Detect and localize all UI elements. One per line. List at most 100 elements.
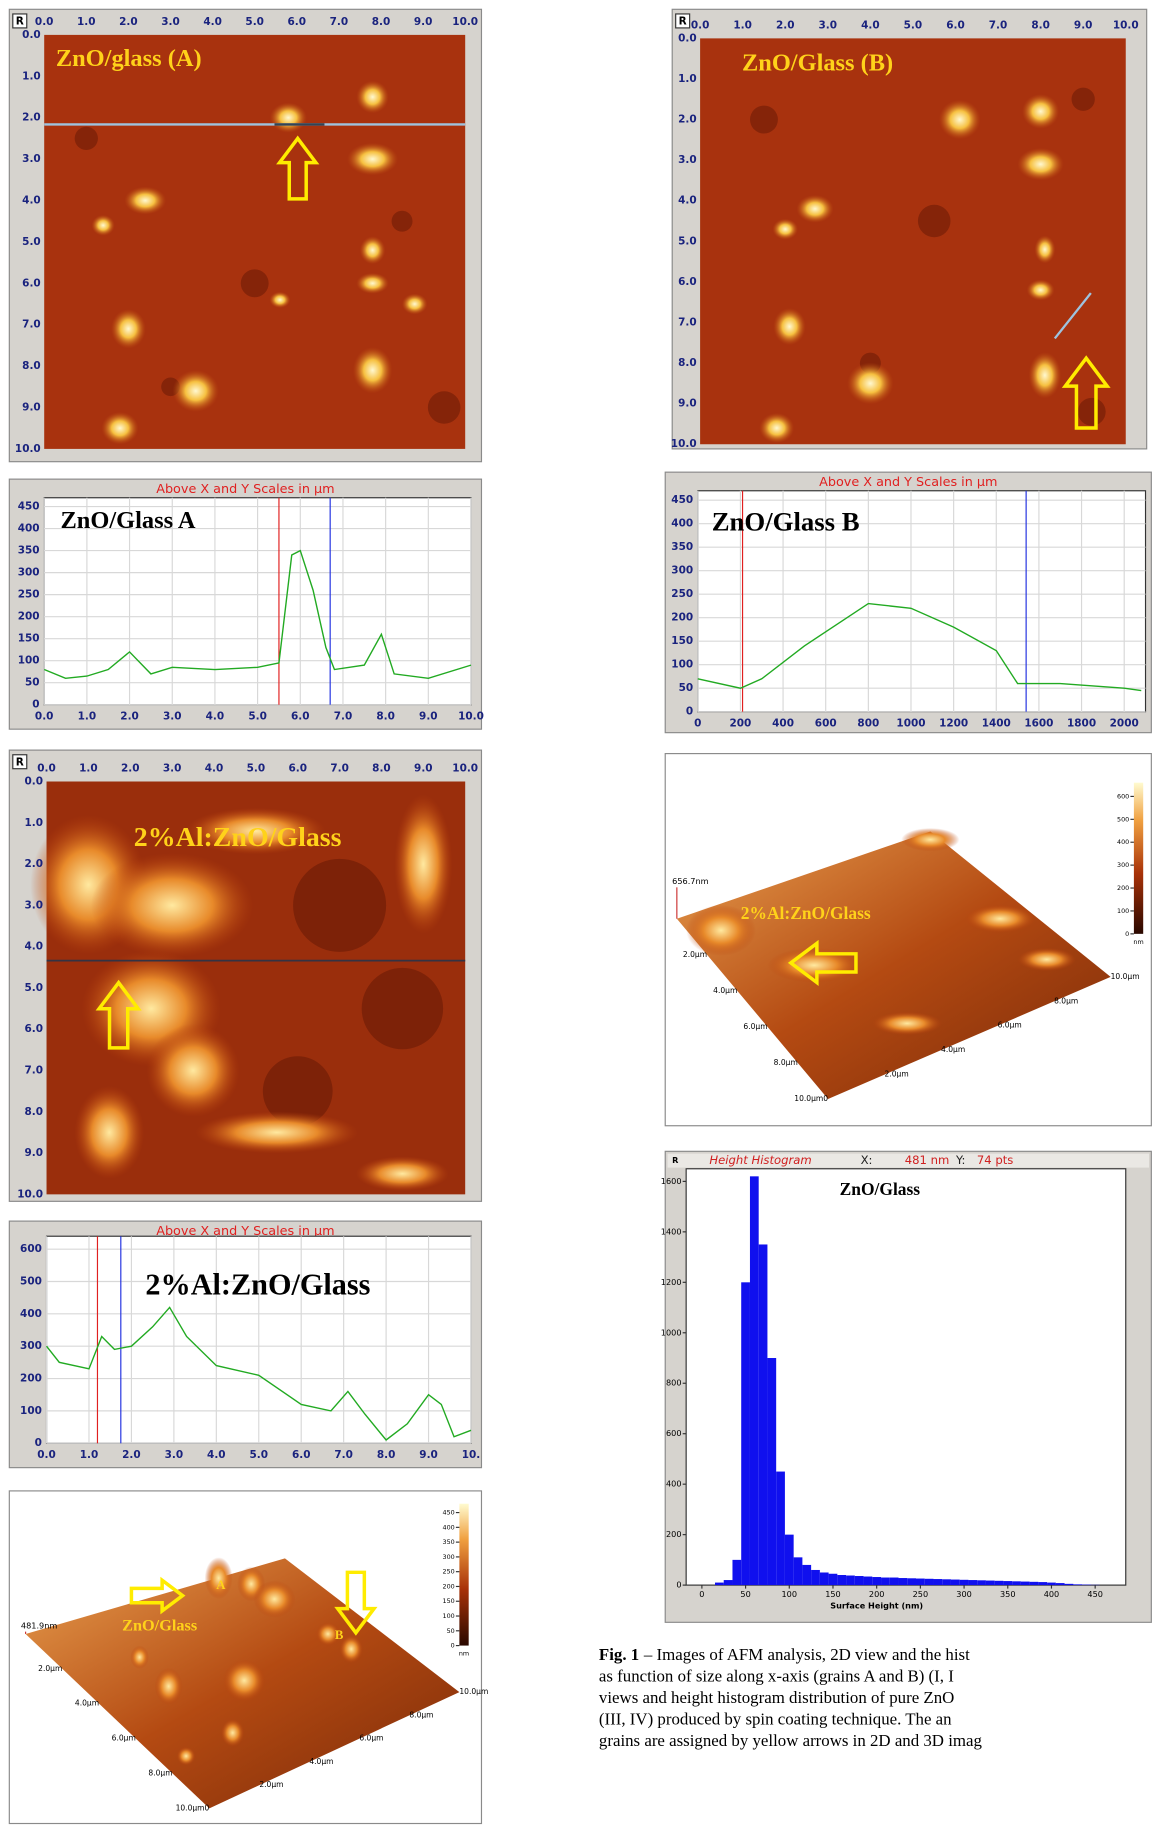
title-bar <box>667 1153 1150 1168</box>
grain <box>90 853 254 958</box>
y-tick-label: 300 <box>671 565 693 577</box>
image-title: 2%Al:ZnO/Glass <box>134 822 342 853</box>
y-axis-label: 8.0 <box>22 360 41 372</box>
x-tick-label: 7.0 <box>334 1449 353 1461</box>
x-axis-label: 7.0 <box>330 16 349 28</box>
x-axis-label: 2.0 <box>121 763 140 775</box>
y-axis-label: 3.0 <box>22 153 41 165</box>
grain <box>359 236 386 265</box>
surface-peak <box>130 1645 149 1669</box>
surface <box>676 831 1111 1099</box>
histogram-bar <box>828 1573 838 1586</box>
x-tick-label: 0 <box>699 1589 704 1599</box>
x-axis-label: 2.0 <box>119 16 138 28</box>
dark-spot <box>240 269 269 298</box>
histogram-bar <box>994 1580 1004 1586</box>
profile-header: Above X and Y Scales in µm <box>156 1224 334 1239</box>
y-axis-label: 8.0 <box>25 1106 44 1118</box>
x-tick-label: 150 <box>825 1589 841 1599</box>
y-tick-label: 250 <box>18 589 40 601</box>
x-tick-label: 4.0 <box>206 710 225 722</box>
x-tick-label: 3.0 <box>165 1449 184 1461</box>
y-tick-label: 50 <box>25 677 40 689</box>
dark-spot <box>1077 397 1106 426</box>
axis-label: 4.0µm <box>75 1699 99 1708</box>
grain <box>124 186 167 215</box>
dark-spot <box>361 967 444 1050</box>
y-tick-label: 1000 <box>661 1327 682 1337</box>
y-axis-label: 6.0 <box>22 277 41 289</box>
axis-label: 2.0µm <box>885 1070 909 1079</box>
grain <box>1022 93 1060 129</box>
histogram-bar <box>819 1572 829 1586</box>
y-tick-label: 350 <box>18 545 40 557</box>
grain <box>110 309 146 349</box>
arrow <box>95 979 142 1050</box>
x-tick-label: 450 <box>1087 1589 1103 1599</box>
colorbar-label: 200 <box>1117 884 1129 892</box>
x-tick-label: 250 <box>913 1589 929 1599</box>
caption-line: grains are assigned by yellow arrows in … <box>599 1731 983 1750</box>
x-tick-label: 400 <box>772 717 794 729</box>
y-tick-label: 1600 <box>661 1176 682 1186</box>
grain <box>773 307 806 346</box>
arrow <box>129 1576 186 1615</box>
y-tick-label: 100 <box>671 659 693 671</box>
x-axis-label: 6.0 <box>946 20 965 32</box>
x-tick-label: 350 <box>1000 1589 1016 1599</box>
surface-peak <box>901 828 960 852</box>
x-axis-label: 5.0 <box>247 763 266 775</box>
y-tick-label: 1400 <box>661 1226 682 1236</box>
grain <box>146 1023 240 1118</box>
x-axis-label: 7.0 <box>330 763 349 775</box>
height-label: 656.7nm <box>672 876 708 886</box>
y-axis-label: 8.0 <box>678 357 697 369</box>
histogram-bar <box>784 1534 794 1586</box>
caption-line: views and height histogram distribution … <box>599 1688 954 1707</box>
y-tick-label: 300 <box>18 567 40 579</box>
colorbar-label: 300 <box>1117 861 1129 869</box>
plot-area <box>697 490 1147 713</box>
profile-label: 2%Al:ZnO/Glass <box>145 1267 370 1301</box>
histogram-bar <box>916 1578 925 1586</box>
y-tick-label: 800 <box>666 1378 682 1388</box>
histogram-bar <box>811 1569 820 1586</box>
histogram-label: ZnO/Glass <box>840 1179 921 1199</box>
x-axis-label: 6.0 <box>288 763 307 775</box>
y-tick-label: 400 <box>671 518 693 530</box>
axis-label: 6.0µm <box>998 1021 1022 1030</box>
axis-label: 8.0µm <box>148 1769 172 1778</box>
histogram-bar <box>1047 1582 1056 1586</box>
x-axis-label: 6.0 <box>288 16 307 28</box>
grain <box>346 142 399 176</box>
y-tick-label: 400 <box>20 1308 42 1320</box>
colorbar-label: 0 <box>451 1642 455 1650</box>
grain <box>352 346 393 394</box>
dark-spot <box>1071 87 1095 111</box>
badge <box>12 754 28 770</box>
grain <box>101 411 139 445</box>
grain <box>401 293 428 315</box>
x-axis-label: 9.0 <box>1074 20 1093 32</box>
image-title: ZnO/glass (A) <box>56 45 202 72</box>
y-axis-label: 10.0 <box>671 438 697 450</box>
x-axis-label: 3.0 <box>161 16 180 28</box>
y-tick-label: 600 <box>20 1243 42 1255</box>
histogram-bar <box>1082 1584 1091 1586</box>
histogram-bar <box>933 1579 943 1586</box>
histogram-bar <box>837 1575 847 1586</box>
profile-label: ZnO/Glass B <box>712 507 860 537</box>
badge <box>12 13 28 29</box>
colorbar <box>1133 782 1144 934</box>
colorbar-label: 100 <box>443 1612 455 1620</box>
y-tick-label: 450 <box>671 494 693 506</box>
axis-label: 6.0µm <box>359 1734 383 1743</box>
image-title: ZnO/Glass (B) <box>742 50 893 77</box>
y-axis-label: 2.0 <box>22 112 41 124</box>
x-axis-label: 4.0 <box>203 16 222 28</box>
x-axis-label: 5.0 <box>245 16 264 28</box>
x-tick-label: 4.0 <box>207 1449 226 1461</box>
y-axis-label: 9.0 <box>678 398 697 410</box>
x-axis-label: 1.0 <box>77 16 96 28</box>
